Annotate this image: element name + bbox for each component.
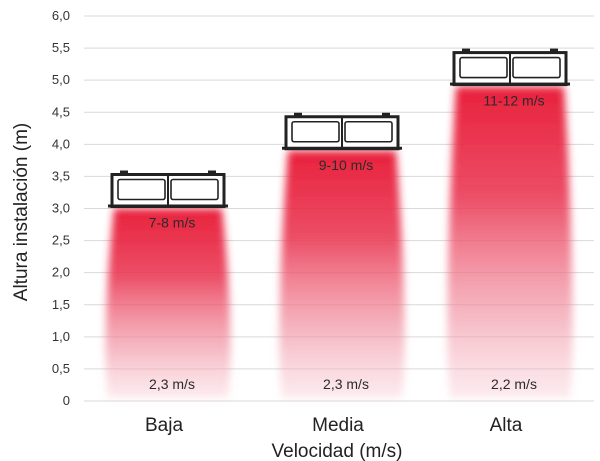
- air-curtain-unit-icon: [450, 48, 570, 87]
- y-tick-label: 2,5: [52, 233, 70, 248]
- x-tick-labels: Baja Media Alta: [145, 415, 523, 436]
- y-tick-label: 5,5: [52, 40, 70, 55]
- y-tick-label: 4,5: [52, 104, 70, 119]
- top-speed-label: 9-10 m/s: [319, 157, 373, 173]
- bottom-speed-label: 2,2 m/s: [491, 376, 537, 392]
- x-axis-title: Velocidad (m/s): [272, 441, 403, 461]
- x-tick-label: Baja: [145, 415, 183, 436]
- top-speed-label: 11-12 m/s: [483, 93, 544, 109]
- y-tick-label: 5,0: [52, 72, 70, 87]
- y-tick-label: 0,5: [52, 361, 70, 376]
- y-tick-label: 4,0: [52, 136, 70, 151]
- air-curtain-unit-icon: [108, 170, 228, 208]
- bottom-speed-label: 2,3 m/s: [323, 376, 369, 392]
- y-tick-label: 1,5: [52, 297, 70, 312]
- top-speed-label: 7-8 m/s: [149, 215, 196, 231]
- x-tick-label: Media: [312, 415, 364, 436]
- y-axis-title: Altura instalación (m): [11, 123, 32, 301]
- bar-baja: [105, 208, 231, 398]
- y-tick-label: 1,0: [52, 329, 70, 344]
- y-tick-label: 3,0: [52, 201, 70, 216]
- y-tick-labels: 0 0,5 1,0 1,5 2,0 2,5 3,0 3,5 4,0 4,5 5,0 5,5 6,0: [52, 8, 70, 408]
- x-tick-label: Alta: [490, 415, 523, 436]
- bar-alta: [447, 86, 573, 398]
- y-tick-label: 3,5: [52, 168, 70, 183]
- air-curtain-unit-icon: [282, 112, 402, 151]
- y-tick-label: 2,0: [52, 265, 70, 280]
- y-tick-label: 0: [63, 393, 70, 408]
- bar-media: [279, 150, 405, 398]
- y-tick-label: 6,0: [52, 8, 70, 23]
- data-labels: 7-8 m/s 2,3 m/s 9-10 m/s 2,3 m/s 11-12 m/s 2,…: [149, 93, 545, 392]
- bottom-speed-label: 2,3 m/s: [149, 376, 195, 392]
- units: [108, 48, 570, 208]
- bars: [105, 86, 573, 398]
